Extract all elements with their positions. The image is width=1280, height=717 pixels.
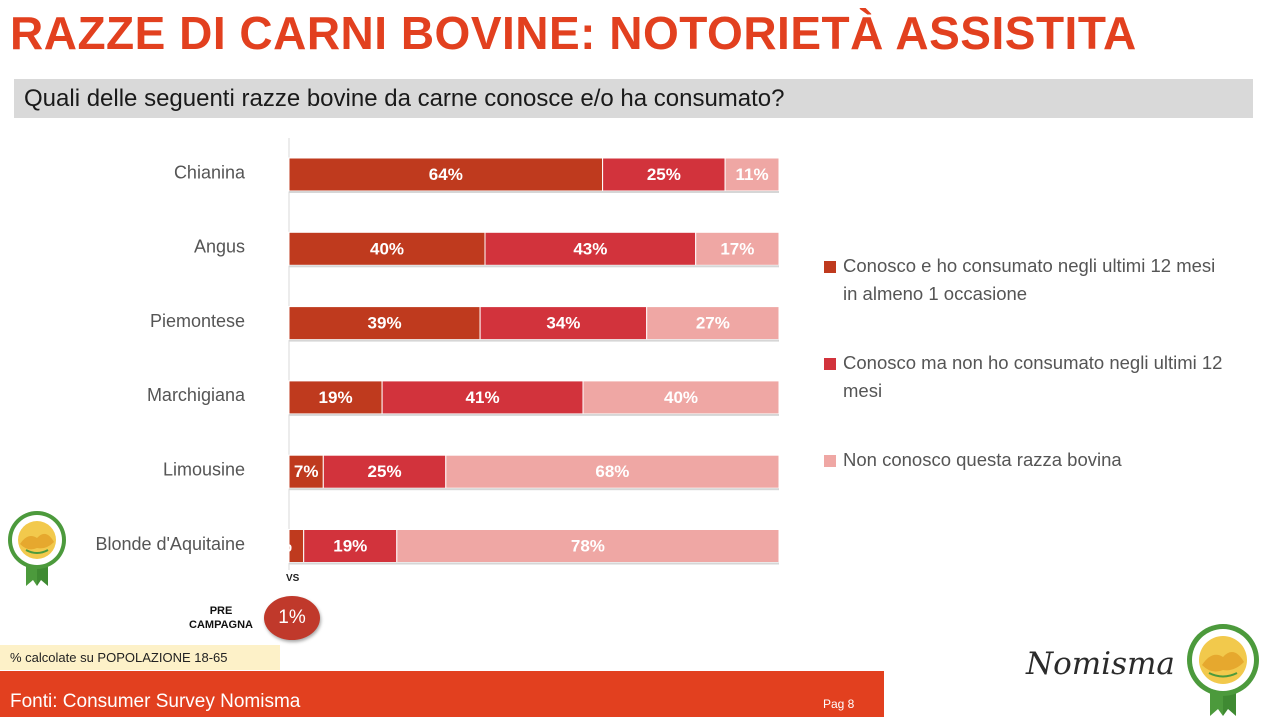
bar-segment — [602, 157, 726, 192]
page-title: RAZZE DI CARNI BOVINE: NOTORIETÀ ASSISTI… — [10, 7, 1137, 59]
population-note: % calcolate su POPOLAZIONE 18-65 — [0, 645, 280, 670]
category-label: Angus — [194, 237, 245, 257]
legend-label: Conosco ma non ho consumato negli ultimi… — [843, 352, 1223, 401]
data-label: 34% — [546, 314, 580, 333]
page-number: Pag 8 — [823, 697, 855, 711]
pre-campaign-value-badge: 1% — [264, 596, 320, 640]
data-label: 11% — [736, 165, 769, 184]
bar-shadow — [289, 413, 779, 416]
question-text: Quali delle seguenti razze bovine da car… — [24, 85, 785, 112]
legend-item: Conosco e ho consumato negli ultimi 12 m… — [824, 252, 1224, 308]
bar-segment — [396, 529, 780, 563]
legend-label: Non conosco questa razza bovina — [843, 449, 1122, 470]
stacked-bar-chart: Chianina 64% 25% 11% Angus 40% 43% 17% Piemontes… — [95, 138, 780, 570]
data-label: 25% — [368, 462, 402, 481]
category-label: Chianina — [174, 162, 246, 182]
vs-label: VS — [286, 573, 300, 584]
footer-bar: Fonti: Consumer Survey Nomisma Pag 8 — [0, 671, 884, 717]
data-label: 17% — [720, 239, 754, 258]
data-label: 27% — [696, 314, 730, 333]
category-label: Piemontese — [150, 311, 245, 331]
nomisma-logo: Nomisma — [1026, 646, 1175, 682]
legend-swatch — [824, 358, 836, 370]
source-text: Fonti: Consumer Survey Nomisma — [10, 691, 301, 712]
bar-segment — [646, 306, 780, 341]
pre-campaign-label: PRE CAMPAGNA — [176, 604, 266, 632]
data-label: 40% — [664, 388, 698, 407]
bar-segment — [381, 380, 584, 415]
data-label: 41% — [466, 388, 500, 407]
bar-segment — [288, 380, 383, 415]
bar-segment — [322, 454, 447, 489]
bar-segment — [288, 454, 324, 489]
bar-shadow — [289, 562, 779, 565]
bar-shadow — [289, 339, 779, 342]
data-label: 68% — [595, 462, 629, 481]
legend-swatch — [824, 455, 836, 467]
population-note-text: % calcolate su POPOLAZIONE 18-65 — [10, 650, 228, 665]
category-label: Marchigiana — [147, 385, 246, 405]
il-gusto-d-aquitaine-badge-icon — [8, 511, 66, 586]
bar-shadow — [289, 488, 779, 491]
data-label: 39% — [368, 314, 402, 333]
legend-swatch — [824, 261, 836, 273]
pre-label-line2: CAMPAGNA — [189, 619, 253, 631]
legend-item: Conosco ma non ho consumato negli ultimi… — [824, 349, 1224, 405]
bar-segment — [582, 380, 780, 415]
data-label: 78% — [571, 536, 605, 555]
bar-segment — [695, 231, 780, 266]
legend-item: Non conosco questa razza bovina — [824, 446, 1224, 474]
data-label: 43% — [573, 239, 607, 258]
data-label: 25% — [647, 165, 681, 184]
data-label: 19% — [319, 388, 353, 407]
bar-segment — [445, 454, 780, 489]
il-gusto-d-aquitaine-badge-icon — [1187, 624, 1259, 716]
question-banner: Quali delle seguenti razze bovine da car… — [14, 79, 1253, 118]
legend-label: Conosco e ho consumato negli ultimi 12 m… — [843, 255, 1216, 304]
pre-label-line1: PRE — [209, 605, 233, 617]
data-label: 64% — [429, 165, 463, 184]
category-label: Limousine — [163, 459, 245, 479]
bar-shadow — [289, 191, 779, 193]
bar-shadow — [289, 265, 779, 268]
chart-legend: Conosco e ho consumato negli ultimi 12 m… — [824, 252, 1224, 515]
data-label: 19% — [333, 536, 367, 555]
data-label: 40% — [370, 239, 404, 258]
data-label: 3% — [267, 536, 292, 555]
category-label: Blonde d'Aquitaine — [95, 534, 245, 554]
data-label: 7% — [294, 462, 319, 481]
